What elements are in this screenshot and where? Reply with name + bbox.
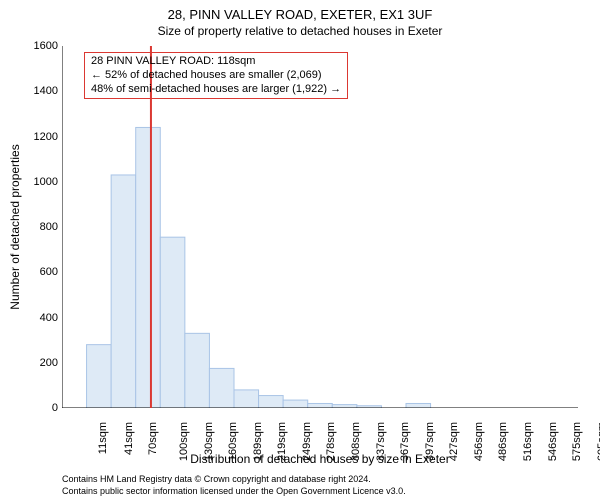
- y-tick-label: 400: [40, 312, 58, 324]
- x-axis-label: Distribution of detached houses by size …: [62, 452, 578, 466]
- y-tick-label: 1200: [34, 131, 58, 143]
- bar: [308, 403, 333, 408]
- x-tick-label: 605sqm: [596, 422, 600, 461]
- bar: [283, 400, 308, 408]
- y-tick-label: 0: [52, 402, 58, 414]
- bar: [160, 237, 185, 408]
- y-axis-label: Number of detached properties: [8, 46, 24, 408]
- bar: [87, 345, 112, 408]
- annotation-line3: 48% of semi-detached houses are larger (…: [91, 83, 341, 97]
- bar: [111, 175, 136, 408]
- chart-container: 28, PINN VALLEY ROAD, EXETER, EX1 3UF Si…: [0, 0, 600, 500]
- annotation-box: 28 PINN VALLEY ROAD: 118sqm ← 52% of det…: [84, 52, 348, 99]
- y-tick-label: 1000: [34, 176, 58, 188]
- bar: [406, 403, 431, 408]
- y-tick-label: 800: [40, 221, 58, 233]
- bar: [234, 390, 259, 408]
- x-tick-label: 70sqm: [147, 422, 159, 455]
- footer-line-2: Contains public sector information licen…: [62, 486, 406, 496]
- y-tick-label: 600: [40, 266, 58, 278]
- y-tick-label: 1400: [34, 85, 58, 97]
- annotation-line1: 28 PINN VALLEY ROAD: 118sqm: [91, 55, 341, 69]
- annotation-line2: ← 52% of detached houses are smaller (2,…: [91, 69, 341, 83]
- bar: [259, 396, 284, 408]
- x-tick-label: 41sqm: [123, 422, 135, 455]
- bar: [332, 405, 357, 408]
- plot-area: [62, 46, 578, 408]
- bar: [209, 368, 234, 408]
- y-tick-label: 1600: [34, 40, 58, 52]
- y-tick-label: 200: [40, 357, 58, 369]
- chart-subtitle: Size of property relative to detached ho…: [0, 24, 600, 38]
- footer-line-1: Contains HM Land Registry data © Crown c…: [62, 474, 371, 484]
- bar: [185, 333, 210, 408]
- bar: [136, 127, 161, 408]
- chart-title: 28, PINN VALLEY ROAD, EXETER, EX1 3UF: [0, 7, 600, 22]
- x-tick-label: 11sqm: [97, 422, 109, 454]
